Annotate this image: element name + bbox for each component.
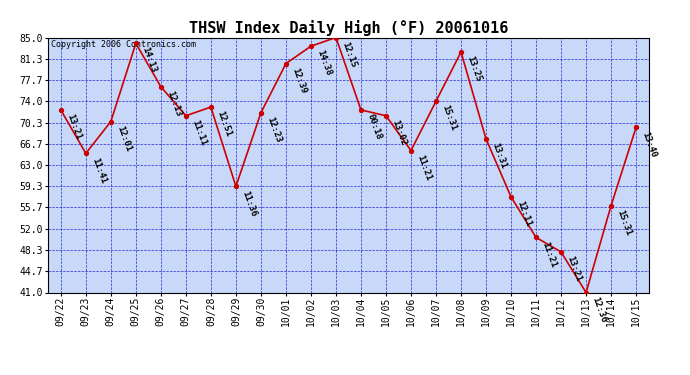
Text: 11:21: 11:21 — [540, 240, 558, 268]
Text: 00:18: 00:18 — [365, 113, 383, 141]
Point — [80, 150, 91, 156]
Point — [130, 40, 141, 46]
Point — [106, 118, 117, 124]
Point — [480, 136, 491, 142]
Text: 11:11: 11:11 — [190, 118, 208, 147]
Text: 12:36: 12:36 — [590, 295, 608, 324]
Text: 12:23: 12:23 — [265, 116, 283, 144]
Point — [506, 194, 517, 200]
Text: 13:40: 13:40 — [640, 130, 658, 159]
Text: 13:21: 13:21 — [565, 255, 583, 283]
Point — [580, 290, 591, 296]
Text: 12:51: 12:51 — [215, 110, 233, 138]
Text: 12:11: 12:11 — [515, 200, 533, 228]
Point — [55, 107, 66, 113]
Text: 14:13: 14:13 — [140, 46, 157, 74]
Text: 11:21: 11:21 — [415, 153, 433, 182]
Text: 15:31: 15:31 — [440, 104, 457, 132]
Point — [280, 61, 291, 67]
Point — [206, 104, 217, 110]
Text: 13:21: 13:21 — [65, 113, 83, 141]
Point — [406, 147, 417, 153]
Text: 13:02: 13:02 — [390, 118, 408, 147]
Title: THSW Index Daily High (°F) 20061016: THSW Index Daily High (°F) 20061016 — [189, 20, 508, 36]
Point — [606, 202, 617, 208]
Text: 15:31: 15:31 — [615, 209, 633, 237]
Text: 11:36: 11:36 — [240, 189, 257, 217]
Text: 12:13: 12:13 — [165, 90, 183, 118]
Text: 12:15: 12:15 — [340, 40, 357, 69]
Point — [455, 49, 466, 55]
Text: 12:39: 12:39 — [290, 66, 308, 95]
Text: 13:31: 13:31 — [490, 142, 508, 170]
Point — [230, 183, 241, 189]
Point — [155, 84, 166, 90]
Text: 14:38: 14:38 — [315, 49, 333, 77]
Point — [180, 113, 191, 119]
Point — [555, 249, 566, 255]
Point — [306, 43, 317, 49]
Point — [380, 113, 391, 119]
Text: 11:41: 11:41 — [90, 156, 108, 184]
Text: 12:01: 12:01 — [115, 124, 132, 153]
Point — [331, 34, 342, 40]
Point — [431, 98, 442, 104]
Point — [255, 110, 266, 116]
Text: 13:25: 13:25 — [465, 55, 483, 83]
Point — [355, 107, 366, 113]
Point — [531, 234, 542, 240]
Point — [631, 124, 642, 130]
Text: Copyright 2006 Contronics.com: Copyright 2006 Contronics.com — [51, 40, 196, 49]
